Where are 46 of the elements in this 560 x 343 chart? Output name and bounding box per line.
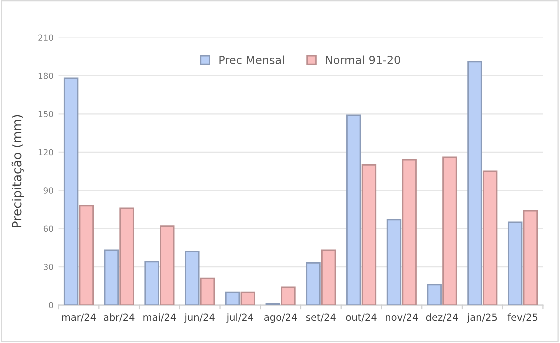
bar (79, 205, 94, 306)
bar (185, 251, 200, 306)
y-tick-label: 210 (38, 34, 54, 42)
bar (321, 250, 336, 306)
bar (508, 222, 523, 306)
y-tick-label: 120 (38, 149, 54, 156)
bar (346, 114, 362, 306)
y-tick-label: 0 (49, 302, 54, 309)
bar (402, 159, 417, 306)
x-tick-label: ago/24 (264, 314, 298, 324)
bar (200, 278, 216, 306)
bar (104, 250, 120, 306)
y-axis-title: Precipitação (mm) (12, 115, 24, 228)
y-tick-label: 30 (44, 264, 54, 270)
x-tick-label: fev/25 (508, 314, 538, 322)
bar (225, 292, 240, 306)
y-tick-label: 60 (44, 226, 54, 232)
bar (281, 286, 296, 306)
bar (427, 284, 442, 306)
legend-label: Prec Mensal (220, 56, 284, 64)
bar (306, 262, 321, 306)
bar (442, 156, 458, 306)
x-tick-label: jul/24 (226, 314, 254, 324)
bar (523, 210, 538, 306)
bar (240, 292, 256, 306)
x-tick-label: jun/24 (184, 314, 215, 324)
bar (160, 226, 175, 306)
x-tick-label: abr/24 (104, 314, 135, 322)
x-tick-label: dez/24 (426, 314, 458, 322)
y-tick-label: 180 (38, 72, 54, 80)
legend-label: Normal 91-20 (326, 56, 400, 64)
x-tick-label: mai/24 (144, 314, 176, 322)
bar (64, 78, 79, 306)
y-tick-label: 90 (44, 188, 54, 194)
bar (386, 219, 402, 306)
bar (468, 61, 482, 306)
bar (482, 170, 498, 306)
x-tick-label: set/24 (306, 314, 336, 322)
x-tick-label: mar/24 (62, 314, 96, 322)
bar (144, 261, 160, 306)
x-tick-label: nov/24 (386, 314, 418, 322)
bar (362, 164, 377, 306)
x-tick-label: jan/25 (467, 314, 498, 324)
y-tick-label: 150 (38, 111, 54, 118)
x-tick-label: out/24 (346, 314, 377, 322)
bar (120, 208, 134, 306)
